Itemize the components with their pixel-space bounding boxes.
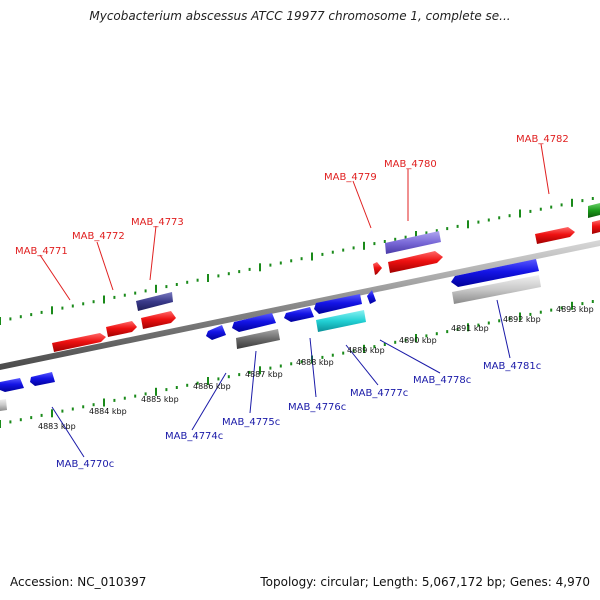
gene-mab-4780[interactable] xyxy=(388,251,443,273)
leader-mab-4779 xyxy=(352,180,372,229)
chromosome-backbone xyxy=(0,240,600,370)
leader-mab-4778c xyxy=(379,339,441,374)
scale-label-4889: 4889 kbp xyxy=(347,346,385,355)
label-mab-4781c[interactable]: MAB_4781c xyxy=(483,361,541,372)
leader-mab-4775c xyxy=(249,350,257,414)
reverse-gene-labels: MAB_4770c MAB_4774c MAB_4775c MAB_4776c … xyxy=(56,361,541,470)
sequence-title: Mycobacterium abscessus ATCC 19977 chrom… xyxy=(89,9,511,23)
leader-mab-4770c xyxy=(51,406,85,458)
gene-mab-4782[interactable] xyxy=(535,227,575,244)
scale-label-4883: 4883 kbp xyxy=(38,422,76,431)
gene-mab-4774c[interactable] xyxy=(206,325,226,340)
leader-mab-4771 xyxy=(39,254,71,301)
leader-mab-4781c xyxy=(496,299,511,359)
label-mab-4777c[interactable]: MAB_4777c xyxy=(350,388,408,399)
gene-mab-4781c[interactable] xyxy=(451,259,539,287)
label-leader-lines xyxy=(39,143,550,458)
label-mab-4779[interactable]: MAB_4779 xyxy=(324,172,377,183)
leader-mab-4772 xyxy=(96,241,114,291)
gene-feature-small-red[interactable] xyxy=(373,262,382,275)
forward-features xyxy=(52,203,600,352)
scale-label-4887: 4887 kbp xyxy=(245,370,283,379)
label-mab-4772[interactable]: MAB_4772 xyxy=(72,231,125,242)
gene-feature-navy[interactable] xyxy=(136,292,173,311)
label-mab-4778c[interactable]: MAB_4778c xyxy=(413,375,471,386)
accession-text: Accession: NC_010397 xyxy=(10,575,147,589)
forward-gene-labels: MAB_4771 MAB_4772 MAB_4773 MAB_4779 MAB_… xyxy=(15,134,569,257)
gene-feature-dark-gray[interactable] xyxy=(236,329,280,349)
gene-mab-4771[interactable] xyxy=(52,333,106,352)
leader-mab-4776c xyxy=(309,337,317,398)
scale-labels: 4883 kbp 4884 kbp 4885 kbp 4886 kbp 4887… xyxy=(38,305,594,431)
leader-mab-4777c xyxy=(345,344,379,386)
upper-tick-track xyxy=(0,197,594,325)
scale-label-4888: 4888 kbp xyxy=(296,358,334,367)
scale-label-4884: 4884 kbp xyxy=(89,407,127,416)
label-mab-4780[interactable]: MAB_4780 xyxy=(384,159,437,170)
gene-mab-4772[interactable] xyxy=(106,321,137,337)
scale-label-4891: 4891 kbp xyxy=(451,324,489,333)
label-mab-4782[interactable]: MAB_4782 xyxy=(516,134,569,145)
label-mab-4776c[interactable]: MAB_4776c xyxy=(288,402,346,413)
reverse-features xyxy=(0,259,541,411)
label-mab-4770c[interactable]: MAB_4770c xyxy=(56,459,114,470)
label-mab-4773[interactable]: MAB_4773 xyxy=(131,217,184,228)
scale-label-4885: 4885 kbp xyxy=(141,395,179,404)
topology-summary-text: Topology: circular; Length: 5,067,172 bp… xyxy=(260,575,590,589)
gene-mab-4777c[interactable] xyxy=(314,294,362,314)
lower-tick-track xyxy=(0,300,594,428)
gene-mab-4773[interactable] xyxy=(141,311,176,329)
leader-mab-4774c xyxy=(191,372,227,431)
scale-label-4892: 4892 kbp xyxy=(503,315,541,324)
scale-label-4886: 4886 kbp xyxy=(193,382,231,391)
label-mab-4774c[interactable]: MAB_4774c xyxy=(165,431,223,442)
gene-mab-4775c[interactable] xyxy=(232,313,276,332)
scale-label-4893: 4893 kbp xyxy=(556,305,594,314)
gene-mab-4770c[interactable] xyxy=(30,372,55,386)
gene-feature-left-gray[interactable] xyxy=(0,399,7,411)
gene-feature-light-gray[interactable] xyxy=(452,275,541,304)
gene-feature-right-red[interactable] xyxy=(592,220,600,234)
label-mab-4771[interactable]: MAB_4771 xyxy=(15,246,68,257)
gene-feature-left-blue[interactable] xyxy=(0,378,24,392)
gene-mab-4778c[interactable] xyxy=(367,290,376,304)
scale-label-4890: 4890 kbp xyxy=(399,336,437,345)
gene-mab-4776c[interactable] xyxy=(284,307,314,322)
label-mab-4775c[interactable]: MAB_4775c xyxy=(222,417,280,428)
gene-feature-green[interactable] xyxy=(588,203,600,218)
leader-mab-4782 xyxy=(540,143,550,195)
gene-feature-cyan[interactable] xyxy=(316,310,366,332)
leader-mab-4773 xyxy=(149,225,157,281)
gene-mab-4779[interactable] xyxy=(385,231,441,254)
